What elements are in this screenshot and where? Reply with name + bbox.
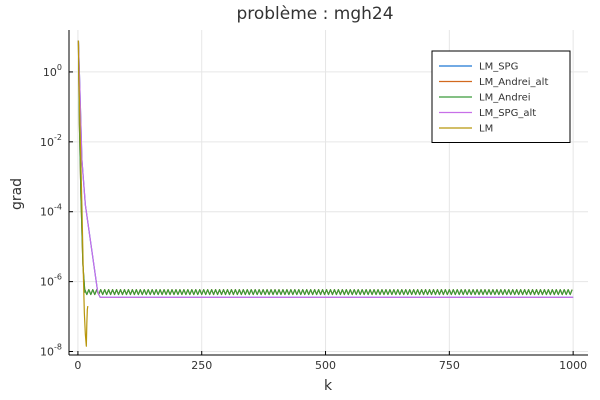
chart-title: problème : mgh24 <box>236 4 393 24</box>
legend-label: LM_Andrei <box>479 93 531 104</box>
legend-label: LM <box>479 124 493 135</box>
series-line-lm-spg-alt <box>77 40 574 298</box>
series-group <box>77 40 574 347</box>
x-tick-label: 1000 <box>559 359 587 372</box>
x-tick-label: 750 <box>439 359 460 372</box>
y-tick-label: 10-6 <box>40 273 62 289</box>
series-line-lm-andrei <box>77 40 573 296</box>
y-tick-label: 10-2 <box>40 133 62 149</box>
legend-label: LM_SPG <box>479 62 518 73</box>
x-tick-label: 250 <box>191 359 212 372</box>
legend-label: LM_SPG_alt <box>479 108 536 119</box>
axes <box>68 30 588 356</box>
legend-label: LM_Andrei_alt <box>479 77 548 88</box>
y-tick-label: 100 <box>43 63 62 79</box>
y-tick-label: 10-4 <box>40 203 62 219</box>
y-axis-label: grad <box>9 178 25 210</box>
x-axis-label: k <box>324 378 333 394</box>
legend: LM_SPG LM_Andrei_alt LM_Andrei LM_SPG_alt LM <box>431 50 571 143</box>
x-tick-label: 0 <box>74 359 81 372</box>
x-tick-label: 500 <box>315 359 336 372</box>
y-tick-label: 10-8 <box>40 343 62 359</box>
ticks: 0 250 500 750 1000 100 10-2 10-4 10-6 10-8 <box>40 63 587 372</box>
series-line-lm <box>77 40 89 347</box>
